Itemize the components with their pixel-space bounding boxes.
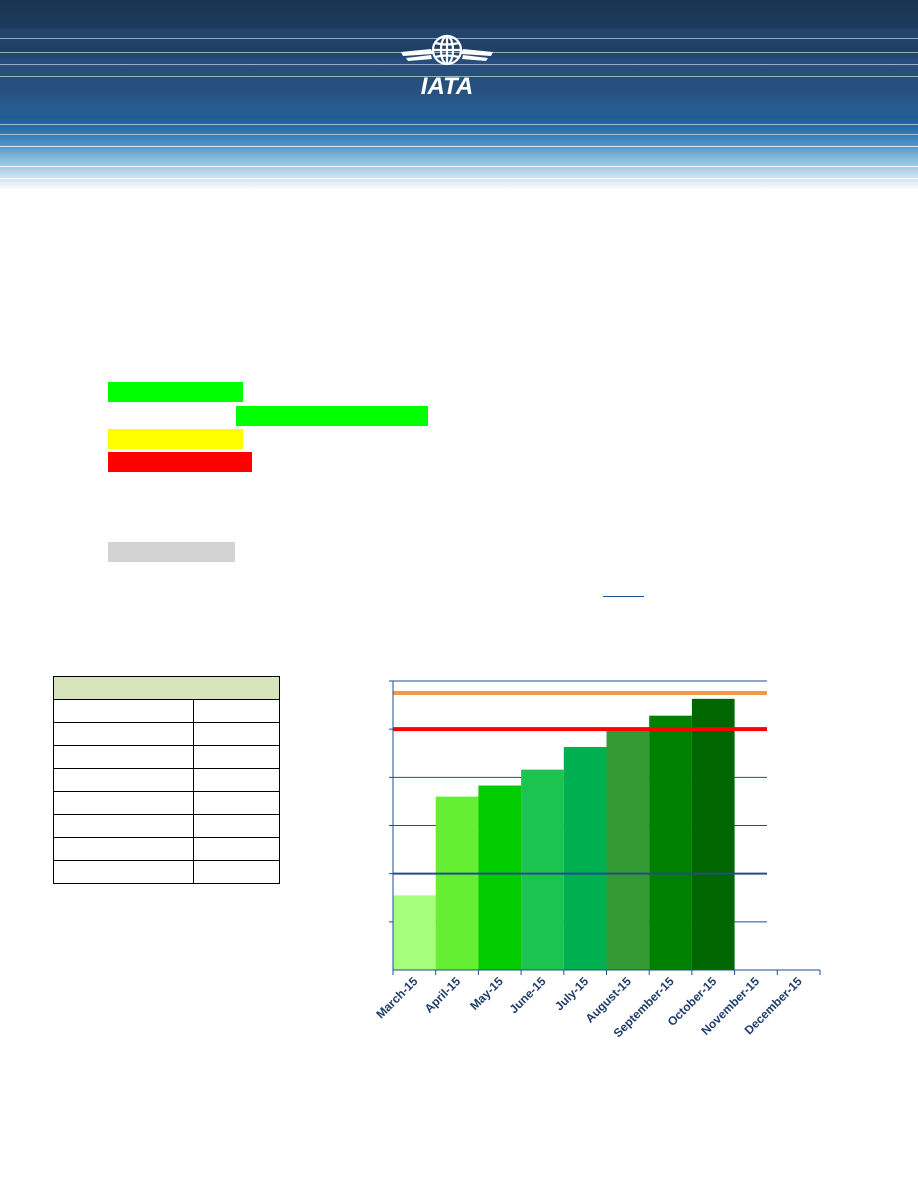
table-row [53, 722, 280, 746]
legend-red [108, 452, 252, 472]
table-row [53, 768, 280, 792]
table-header-row [53, 676, 280, 700]
table-row [53, 837, 280, 861]
monthly-bar-chart: March-15 April-15 May-15 June-15 July-15Augu… [373, 680, 821, 1040]
hyperlink-underline[interactable] [603, 596, 644, 597]
iata-logo: IATA [401, 34, 493, 98]
logo-wordmark: IATA [421, 73, 473, 98]
bar-july-15 [563, 746, 607, 970]
x-tick-label: April-15 [422, 974, 464, 1016]
bar-may-15 [478, 785, 522, 970]
header-banner: IATA [0, 0, 918, 190]
x-tick-label: March-15 [373, 974, 420, 1021]
bar-september-15 [649, 715, 692, 970]
bar-october-15 [691, 698, 735, 970]
table-row [53, 860, 280, 884]
table-header-cell [53, 676, 280, 700]
wings-icon [401, 49, 493, 61]
summary-table [53, 676, 280, 884]
bar-august-15 [606, 729, 650, 970]
globe-icon [431, 34, 463, 66]
legend-grey [108, 542, 235, 562]
bar-april-15 [435, 796, 479, 970]
legend-green-2 [236, 406, 428, 426]
table-row [53, 745, 280, 769]
legend-yellow [108, 429, 243, 449]
x-tick-label: July-15 [552, 974, 591, 1013]
table-row [53, 791, 280, 815]
table-row [53, 699, 280, 723]
bar-march-15 [393, 895, 436, 970]
legend-green-1 [108, 382, 243, 402]
table-row [53, 814, 280, 838]
x-tick-label: May-15 [467, 974, 506, 1013]
bar-june-15 [521, 769, 564, 970]
x-tick-label: June-15 [507, 974, 549, 1016]
